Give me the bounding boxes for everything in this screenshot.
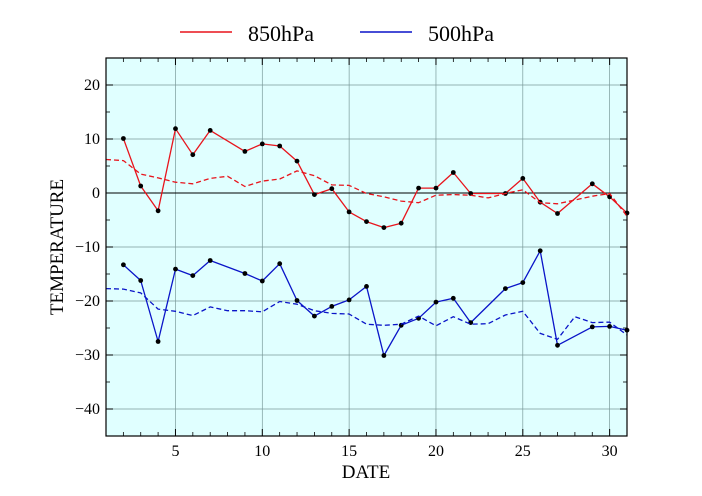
grid — [106, 58, 627, 436]
data-point-500hpa — [364, 284, 369, 289]
data-point-850hpa — [416, 185, 421, 191]
data-point-500hpa — [607, 324, 612, 329]
data-point-850hpa — [294, 158, 300, 164]
y-tick-label: −30 — [75, 347, 100, 364]
series-line-series-1-dashed — [105, 158, 628, 217]
x-tick-label: 5 — [171, 443, 179, 460]
data-point-500hpa — [329, 304, 335, 309]
x-tick-label: 30 — [602, 443, 618, 460]
data-point-850hpa — [346, 209, 352, 215]
data-point-500hpa — [381, 353, 387, 358]
data-point-850hpa — [450, 170, 456, 175]
data-point-500hpa — [450, 295, 456, 301]
data-point-850hpa — [138, 183, 144, 189]
y-tick-label: 10 — [84, 131, 100, 148]
data-point-850hpa — [520, 176, 526, 181]
x-tick-label: 10 — [254, 443, 270, 460]
data-point-850hpa — [207, 127, 213, 133]
y-tick-label: −40 — [75, 401, 100, 418]
data-point-850hpa — [398, 220, 404, 226]
y-tick-label: −10 — [75, 239, 100, 256]
x-tick-label: 20 — [428, 443, 444, 460]
y-tick-label: −20 — [75, 293, 100, 310]
series-line-series-3-dashed — [105, 287, 628, 340]
data-point-850hpa — [329, 186, 335, 192]
data-point-850hpa — [277, 143, 283, 149]
data-point-850hpa — [121, 136, 126, 141]
data-point-500hpa — [312, 313, 317, 319]
data-point-500hpa — [121, 262, 126, 268]
data-point-500hpa — [190, 273, 196, 278]
data-point-500hpa — [520, 280, 526, 285]
data-point-500hpa — [468, 320, 474, 325]
data-point-500hpa — [503, 286, 508, 291]
data-point-500hpa — [277, 261, 283, 267]
data-point-850hpa — [259, 141, 265, 147]
data-point-500hpa — [259, 278, 265, 284]
data-point-500hpa — [155, 339, 161, 344]
y-tick-label: 20 — [84, 77, 100, 94]
data-point-500hpa — [589, 324, 595, 330]
x-tick-label: 15 — [341, 443, 357, 460]
legend-label-850hpa: 850hPa — [248, 21, 314, 46]
data-point-500hpa — [346, 297, 352, 303]
data-point-850hpa — [433, 185, 439, 191]
data-point-850hpa — [190, 152, 196, 158]
data-point-850hpa — [173, 126, 178, 132]
data-point-500hpa — [173, 266, 178, 272]
data-point-500hpa — [138, 278, 144, 283]
data-point-850hpa — [155, 208, 161, 214]
data-point-850hpa — [242, 149, 248, 154]
x-tick-label: 25 — [515, 443, 531, 460]
x-axis-label: DATE — [342, 462, 391, 483]
axis-ticks: 5 10 15 20 25 30 20 10 0 −10 −20 −30 −40 — [75, 57, 628, 460]
data-point-500hpa — [555, 342, 560, 348]
data-point-500hpa — [242, 271, 248, 276]
y-tick-label: 0 — [92, 185, 100, 202]
data-point-850hpa — [381, 225, 387, 231]
y-axis-label: TEMPERATURE — [47, 179, 68, 315]
data-point-850hpa — [364, 219, 369, 225]
data-point-850hpa — [468, 191, 474, 196]
data-point-850hpa — [312, 192, 317, 198]
data-point-500hpa — [537, 248, 543, 254]
legend-label-500hpa: 500hPa — [428, 21, 494, 46]
data-point-500hpa — [433, 299, 439, 305]
data-point-500hpa — [207, 258, 213, 263]
legend: 850hPa 500hPa — [180, 21, 494, 46]
data-point-850hpa — [555, 211, 560, 216]
data-point-850hpa — [589, 181, 595, 187]
series-layer — [105, 126, 630, 358]
data-point-500hpa — [294, 298, 300, 303]
